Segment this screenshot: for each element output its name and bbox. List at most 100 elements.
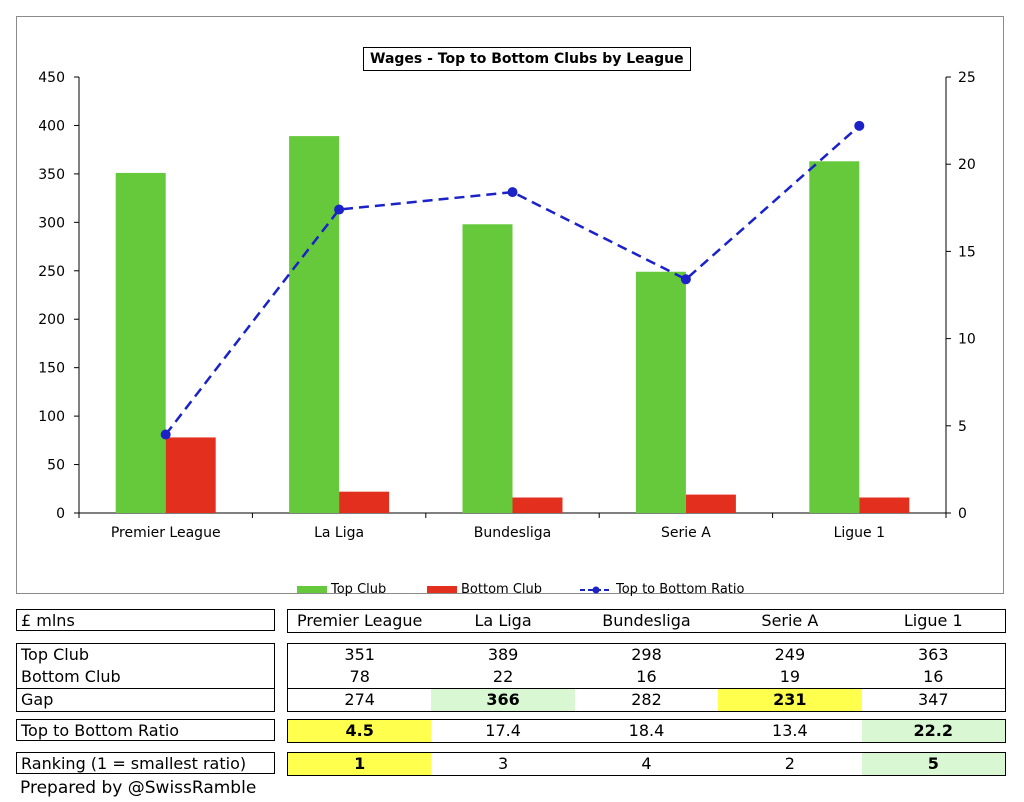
bar-bottom-club	[512, 497, 563, 513]
table-cell: 2	[784, 754, 795, 773]
bar-top-club	[462, 224, 513, 513]
legend-label-bottom-club: Bottom Club	[461, 582, 542, 597]
y2-tick-label: 5	[958, 419, 967, 435]
table-cell: 4	[641, 754, 652, 773]
ranking-grid: 1 3 4 2 5	[287, 752, 1006, 776]
legend-bottom-club: Bottom Club	[427, 582, 542, 597]
header-cell: La Liga	[474, 611, 532, 630]
legend-label-top-club: Top Club	[331, 582, 387, 597]
x-tick-label: Serie A	[661, 525, 711, 541]
ratio-point	[507, 187, 518, 198]
y-tick-label: 200	[38, 312, 65, 328]
legend-label-ratio: Top to Bottom Ratio	[616, 582, 745, 597]
wages-grid: 351 389 298 249 363 78 22 16 19 16 274 3…	[287, 643, 1006, 712]
y2-tick-label: 25	[958, 70, 976, 86]
legend-ratio: Top to Bottom Ratio	[579, 582, 744, 597]
ratio-line	[164, 124, 861, 436]
bar-top-club	[809, 161, 860, 513]
y-tick-label: 50	[47, 458, 65, 474]
table-cell: 298	[631, 645, 662, 664]
y2-tick-label: 0	[958, 506, 967, 522]
table-cell-highlight: 22.2	[861, 720, 1005, 742]
table-cell: 78	[349, 667, 370, 686]
table-cell: 19	[779, 667, 801, 686]
chart-title: Wages - Top to Bottom Clubs by League	[363, 47, 691, 71]
gap-row: 274 366 282 231 347	[288, 688, 1005, 711]
table-cell-highlight: 5	[861, 753, 1005, 775]
x-tick-label: Premier League	[111, 525, 221, 541]
ratio-grid: 4.5 17.4 18.4 13.4 22.2	[287, 719, 1006, 743]
legend-top-club: Top Club	[297, 582, 386, 597]
header-grid: Premier League La Liga Bundesliga Serie …	[287, 609, 1006, 633]
header-line: Premier League La Liga Bundesliga Serie …	[288, 610, 1005, 632]
y-tick-label: 350	[38, 167, 65, 183]
x-tick-label: Bundesliga	[474, 525, 551, 541]
bar-top-club	[289, 136, 340, 513]
header-cell: Premier League	[296, 611, 423, 630]
ranking-label: Ranking (1 = smallest ratio)	[16, 752, 275, 774]
header-cell: Bundesliga	[602, 611, 691, 630]
legend-swatch-top-club	[297, 586, 327, 593]
bar-bottom-club	[165, 437, 216, 513]
table-cell: 347	[917, 690, 949, 709]
ranking-row: Ranking (1 = smallest ratio) 1 3 4 2 5	[16, 752, 1006, 776]
wages-block: Top Club Bottom Club Gap 351 389 298 249…	[16, 643, 1006, 712]
ratio-point	[680, 274, 691, 285]
y-tick-label: 450	[38, 70, 65, 86]
ratio-label: Top to Bottom Ratio	[16, 719, 275, 741]
y2-tick-label: 20	[958, 157, 976, 173]
ratio-row: Top to Bottom Ratio 4.5 17.4 18.4 13.4 2…	[16, 719, 1006, 743]
x-tick-label: Ligue 1	[834, 525, 885, 541]
table-cell: 13.4	[772, 721, 808, 740]
ratio-point	[334, 204, 345, 215]
ranking-line: 1 3 4 2 5	[288, 753, 1005, 775]
header-cell: Serie A	[761, 611, 819, 630]
table-cell: 22	[492, 667, 514, 686]
bar-bottom-club	[685, 494, 736, 513]
ratio-point	[854, 120, 865, 131]
y-tick-label: 150	[38, 361, 65, 377]
chart-container: 0 50 100 150 200 250 300 350 400 450 0 5 10 15 20 25 Pre…	[16, 16, 1004, 597]
chart-plot: 0 50 100 150 200 250 300 350 400 450 0 5 10 15 20 25 Pre…	[38, 70, 976, 541]
legend-swatch-ratio	[580, 586, 612, 593]
top-club-row: 351 389 298 249 363	[288, 644, 1005, 666]
table-cell: 389	[487, 645, 519, 664]
bar-top-club	[115, 172, 166, 514]
wages-labels: Top Club Bottom Club Gap	[16, 643, 275, 712]
table-cell: 363	[917, 645, 949, 664]
y-tick-label: 400	[38, 118, 65, 134]
table-cell: 274	[344, 690, 375, 709]
footer-credit: Prepared by @SwissRamble	[20, 778, 257, 798]
y2-tick-label: 10	[958, 332, 976, 348]
table-cell-highlight: 231	[718, 689, 862, 711]
table-cell-highlight: 366	[431, 689, 575, 711]
bottom-club-label: Bottom Club	[21, 667, 121, 686]
header-cell: Ligue 1	[903, 611, 963, 630]
table-cell: 3	[497, 754, 509, 773]
table-cell: 18.4	[628, 721, 665, 740]
ratio-point	[160, 429, 171, 440]
bar-bottom-club	[859, 497, 910, 513]
y-tick-label: 100	[38, 409, 65, 425]
bar-bottom-club	[339, 491, 390, 513]
y2-tick-label: 15	[958, 244, 976, 260]
table-cell: 351	[344, 645, 375, 664]
gap-label: Gap	[17, 688, 274, 711]
legend-swatch-bottom-club	[427, 586, 457, 593]
y-tick-label: 300	[38, 215, 65, 231]
table-header-row: £ mlns Premier League La Liga Bundesliga…	[16, 609, 1006, 633]
top-club-label: Top Club	[21, 645, 89, 664]
table-cell-highlight: 4.5	[288, 720, 432, 742]
unit-label: £ mlns	[16, 609, 275, 631]
table-cell: 249	[774, 645, 806, 664]
table-cell: 282	[631, 690, 662, 709]
bar-top-club	[635, 271, 686, 513]
y-tick-label: 0	[56, 506, 65, 522]
ratio-line: 4.5 17.4 18.4 13.4 22.2	[288, 720, 1005, 742]
table-cell: 16	[636, 667, 657, 686]
table-cell: 17.4	[485, 721, 521, 740]
y-tick-label: 250	[38, 264, 65, 280]
table-cell: 16	[923, 667, 944, 686]
table-cell-highlight: 1	[288, 753, 432, 775]
bottom-club-row: 78 22 16 19 16	[288, 666, 1005, 688]
